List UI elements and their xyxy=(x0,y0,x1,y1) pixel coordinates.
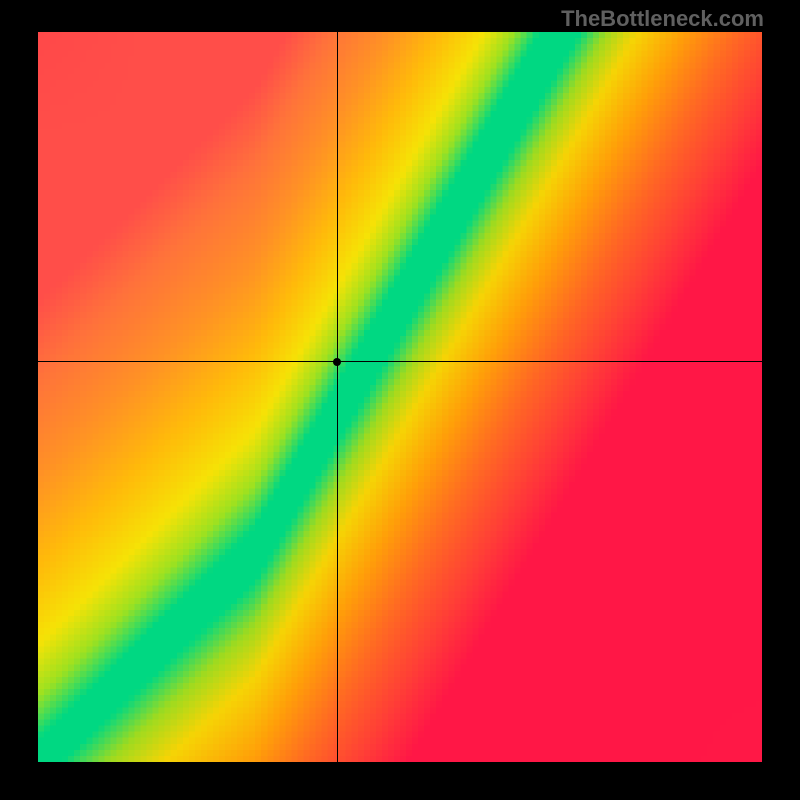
crosshair-horizontal xyxy=(38,361,762,362)
chart-container: { "type": "heatmap", "watermark": { "tex… xyxy=(0,0,800,800)
bottleneck-heatmap xyxy=(38,32,762,762)
watermark-text: TheBottleneck.com xyxy=(561,6,764,32)
crosshair-vertical xyxy=(337,32,338,762)
crosshair-marker xyxy=(333,358,341,366)
